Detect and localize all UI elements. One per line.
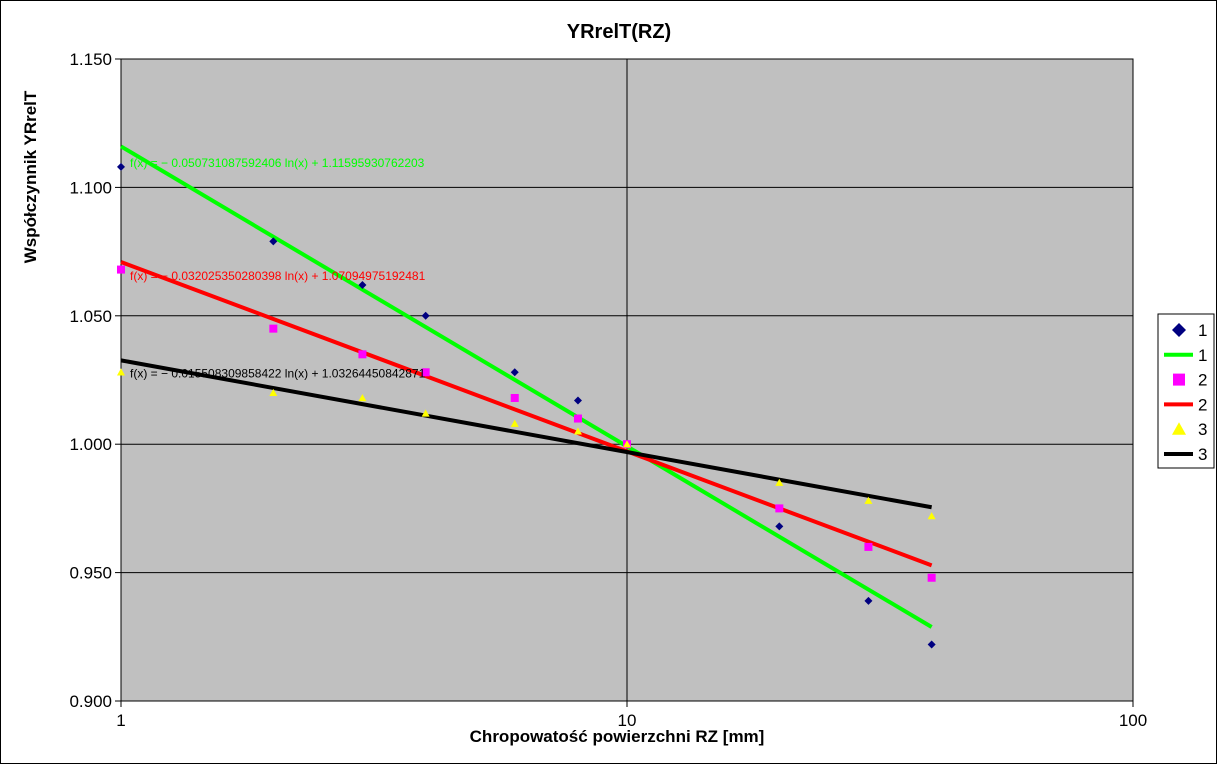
data-point-series-3 (775, 478, 784, 486)
data-point-series-1 (117, 162, 125, 171)
data-point-series-2 (421, 368, 430, 377)
trendline-equations: f(x) = − 0.050731087592406 ln(x) + 1.115… (130, 156, 426, 381)
legend-label: 2 (1198, 395, 1207, 414)
data-point-series-2 (927, 573, 936, 582)
data-point-series-3 (269, 388, 278, 397)
data-point-series-3 (573, 427, 582, 435)
x-axis-label: Chropowatość powierzchni RZ [mm] (470, 727, 765, 746)
legend-label: 3 (1198, 445, 1207, 464)
data-point-series-1 (573, 396, 582, 405)
data-point-series-2 (775, 504, 784, 513)
y-tick-label: 1.000 (69, 435, 112, 454)
y-tick-label: 1.150 (69, 50, 112, 69)
legend-marker-swatch (1172, 422, 1186, 435)
y-tick-label: 0.950 (69, 564, 112, 583)
trendline-equation-2: f(x) = − 0.032025350280398 ln(x) + 1.070… (130, 269, 426, 283)
data-point-series-3 (927, 512, 936, 520)
legend-label: 1 (1198, 321, 1207, 340)
data-point-series-3 (358, 393, 367, 402)
legend-box (1157, 313, 1215, 469)
data-point-series-3 (117, 368, 125, 376)
legend: 1 1 2 2 3 3 (1157, 313, 1215, 469)
data-point-series-1 (358, 280, 367, 289)
data-point-series-2 (510, 393, 519, 402)
x-tick-label: 10 (618, 711, 637, 730)
data-point-series-1 (927, 640, 936, 649)
tick-labels: 0.900 0.950 1.000 1.050 1.100 1.150 1 10 100 (69, 50, 1147, 730)
trendline-2 (120, 260, 933, 568)
data-point-series-2 (269, 324, 278, 333)
legend-marker-swatch (1172, 323, 1186, 337)
y-tick-label: 1.100 (69, 178, 112, 197)
x-tick-label: 100 (1119, 711, 1147, 730)
y-tick-label: 1.050 (69, 307, 112, 326)
data-point-series-1 (421, 311, 430, 320)
data-point-series-3 (864, 496, 873, 504)
data-point-series-1 (864, 596, 873, 605)
chart-title: YRrelT(RZ) (567, 21, 671, 43)
legend-marker-swatch (1173, 373, 1185, 386)
legend-label: 1 (1198, 346, 1207, 365)
data-point-series-3 (421, 409, 430, 417)
trendline-1 (119, 144, 933, 629)
data-point-series-2 (573, 414, 582, 423)
legend-label: 2 (1198, 371, 1207, 390)
x-tick-label: 1 (116, 711, 125, 730)
y-tick-label: 0.900 (69, 692, 112, 711)
data-point-series-2 (864, 542, 873, 551)
data-point-series-1 (775, 522, 784, 531)
y-axis-label: Współczynnik YRrelT (21, 90, 40, 263)
trendline-3 (120, 358, 932, 510)
data-point-series-3 (623, 440, 631, 448)
trendline-equation-1: f(x) = − 0.050731087592406 ln(x) + 1.115… (130, 156, 425, 170)
data-point-series-3 (510, 419, 519, 427)
data-point-series-2 (117, 265, 125, 274)
trendline-equation-3: f(x) = − 0.015508309858422 ln(x) + 1.032… (130, 367, 426, 381)
trendlines (119, 144, 933, 629)
data-point-series-1 (269, 237, 278, 246)
legend-label: 3 (1198, 420, 1207, 439)
data-point-series-2 (358, 350, 367, 359)
